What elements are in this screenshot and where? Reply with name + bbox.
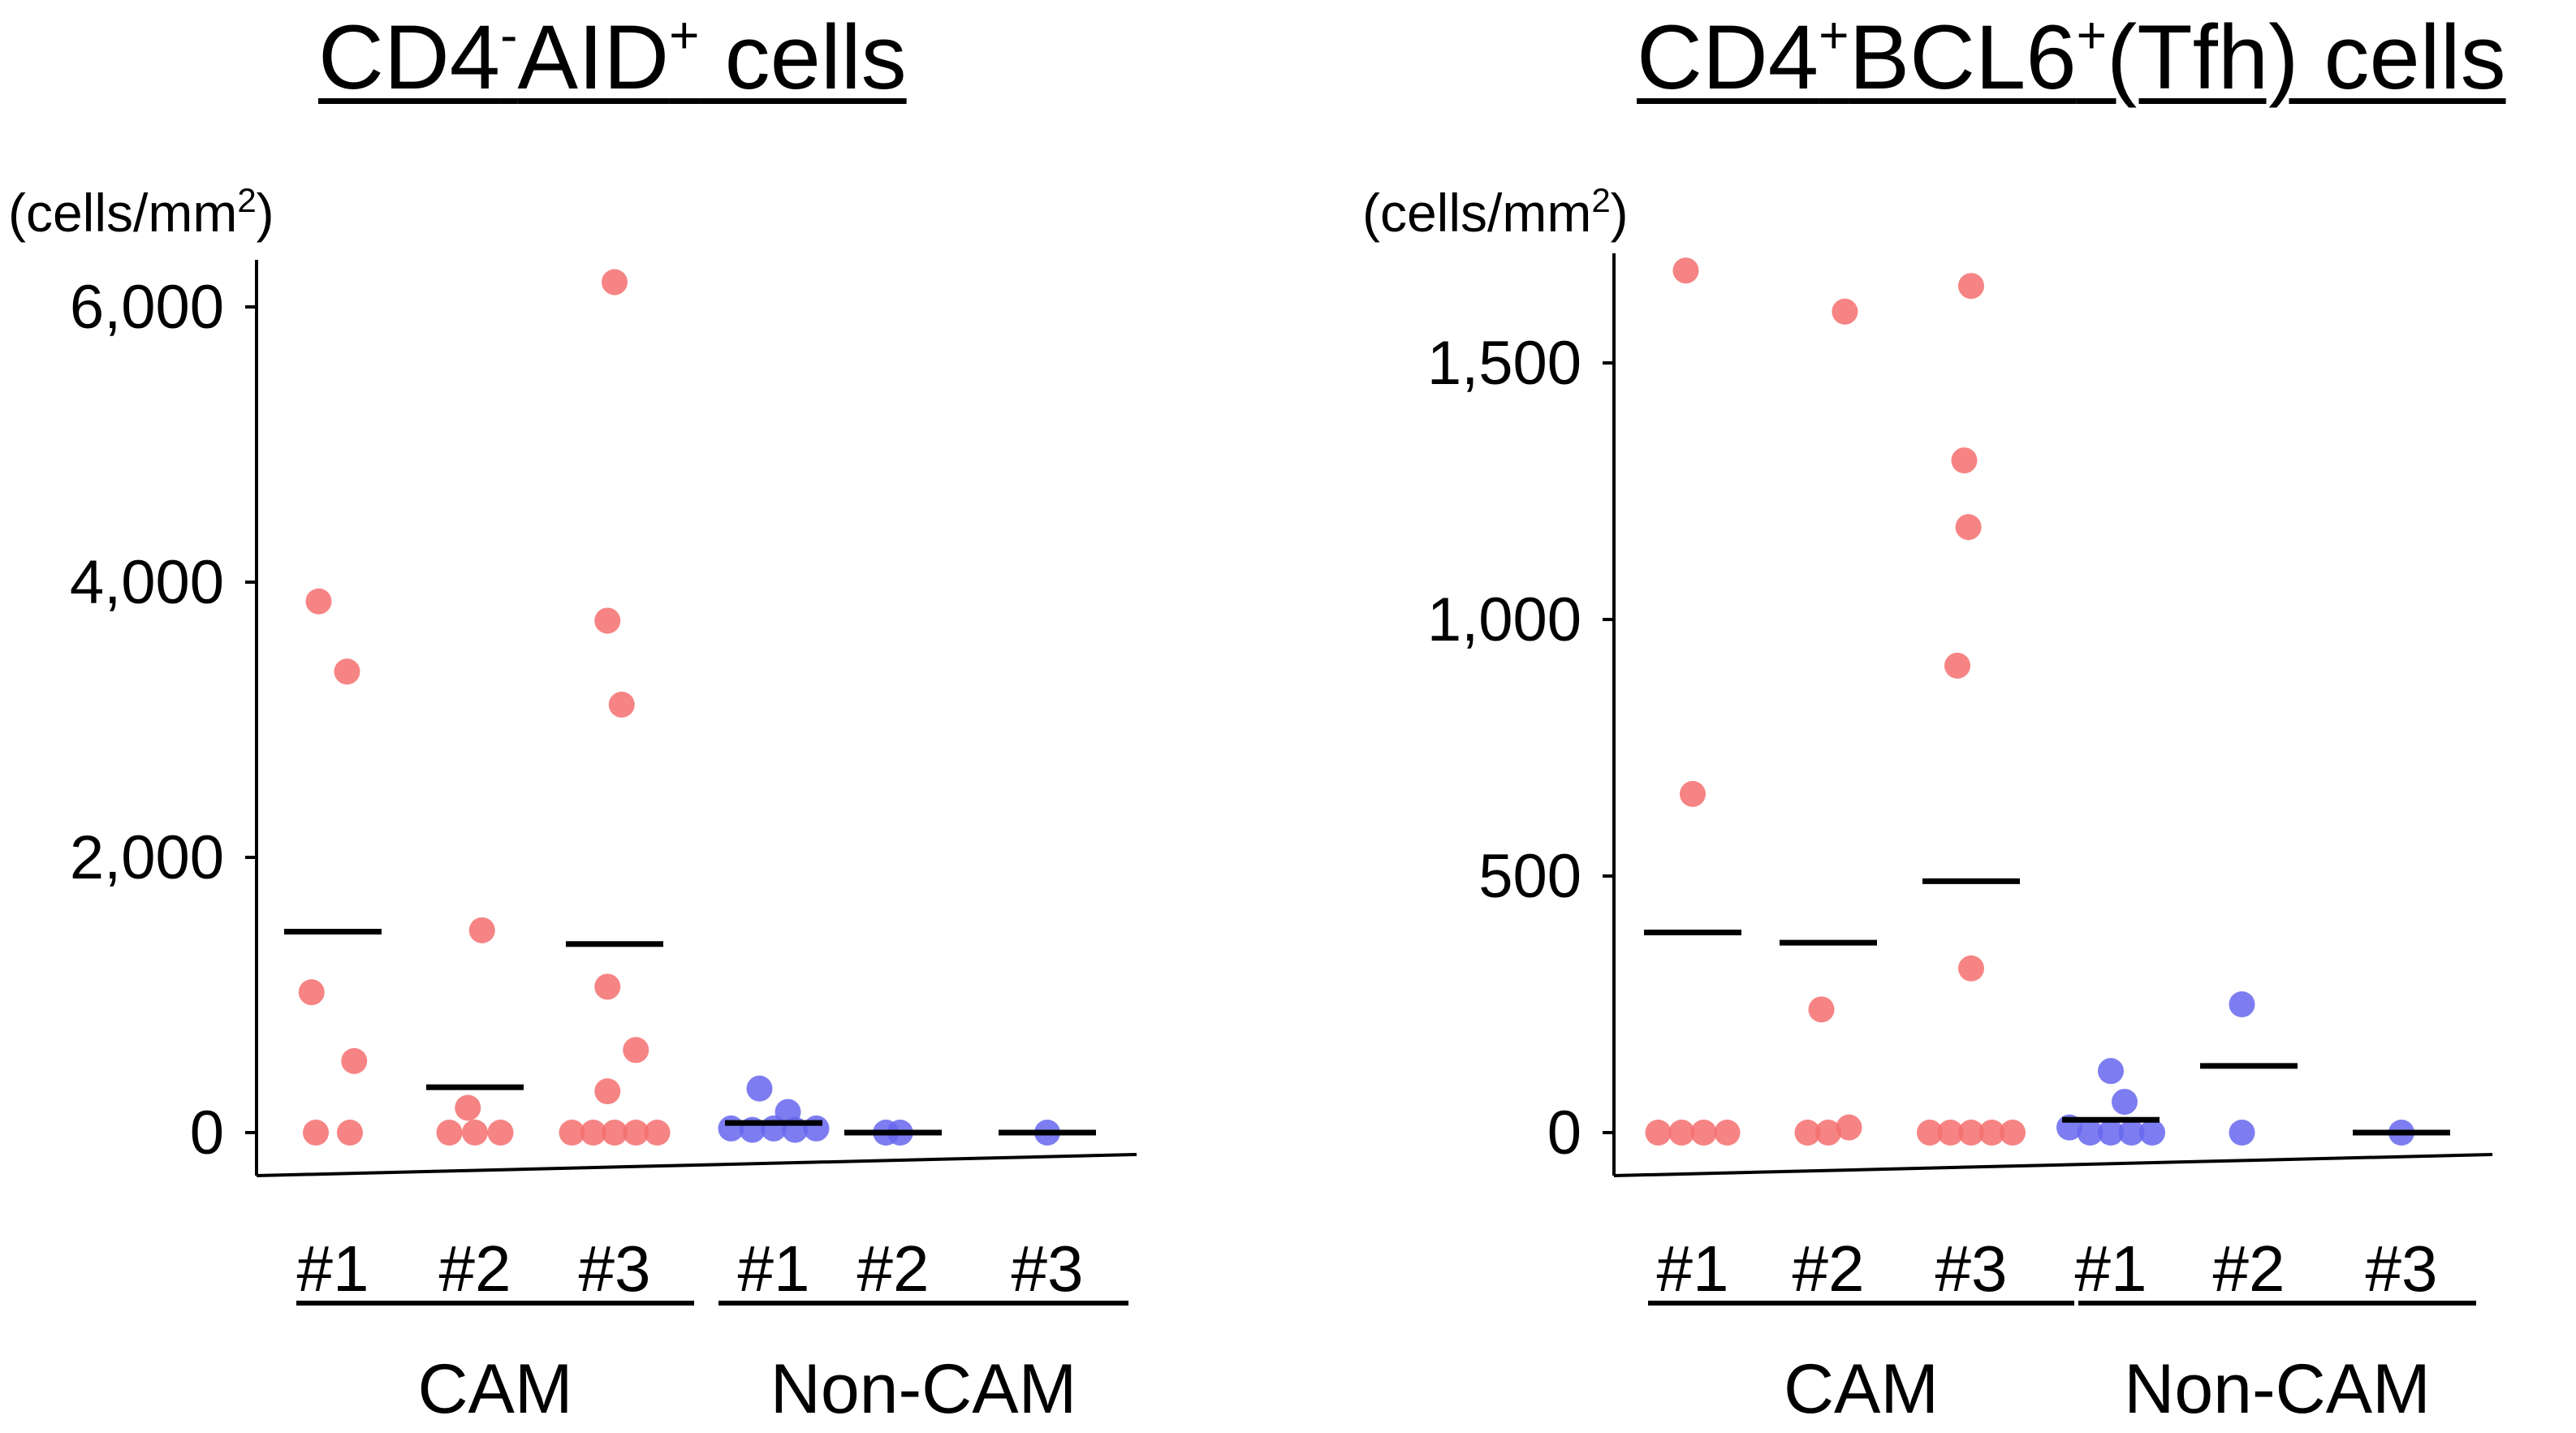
data-point: [2098, 1120, 2124, 1146]
data-point: [2098, 1058, 2124, 1085]
x-category-label: #1: [738, 1232, 810, 1305]
x-axis-line: [1613, 1153, 2493, 1177]
data-point: [1808, 996, 1835, 1023]
y-tick-label: 1,500: [1427, 329, 1581, 398]
data-point: [1815, 1120, 1841, 1146]
data-point: [334, 658, 360, 685]
chart-title: CD4-AID+ cells: [318, 6, 907, 108]
data-point: [487, 1120, 514, 1146]
x-axis-line: [256, 1153, 1137, 1177]
x-category-label: #3: [1935, 1232, 2008, 1305]
data-point: [436, 1120, 463, 1146]
data-point: [1672, 257, 1699, 284]
y-tick-label: 0: [1547, 1098, 1581, 1168]
data-point: [623, 1037, 649, 1064]
data-point: [1794, 1120, 1821, 1146]
group-label: Non-CAM: [2124, 1350, 2431, 1428]
data-point: [1714, 1120, 1741, 1146]
data-point: [1690, 1120, 1717, 1146]
chart-title: CD4+BCL6+(Tfh) cells: [1637, 6, 2506, 108]
y-axis-unit-label: (cells/mm2): [1362, 181, 1629, 243]
data-point: [341, 1047, 368, 1074]
data-point: [337, 1120, 363, 1146]
data-point: [1958, 955, 1984, 982]
y-tick-label: 6,000: [70, 273, 224, 342]
data-point: [1668, 1120, 1695, 1146]
y-tick-label: 500: [1478, 842, 1581, 911]
data-point: [1917, 1120, 1943, 1146]
x-category-label: #1: [297, 1232, 369, 1305]
data-point: [303, 1120, 329, 1146]
data-point: [2229, 1120, 2255, 1146]
x-category-label: #1: [2075, 1232, 2147, 1305]
data-point: [2000, 1120, 2026, 1146]
data-point: [298, 979, 325, 1006]
data-point: [1951, 447, 1978, 474]
data-point: [1645, 1120, 1672, 1146]
data-point: [1832, 298, 1858, 325]
x-category-label: #2: [1793, 1232, 1865, 1305]
x-category-label: #3: [579, 1232, 651, 1305]
data-point: [1944, 652, 1970, 679]
data-point: [1978, 1120, 2005, 1146]
y-tick-label: 2,000: [70, 823, 224, 892]
data-point: [594, 1078, 621, 1105]
data-point: [1958, 273, 1984, 300]
data-point: [803, 1115, 830, 1142]
x-category-label: #2: [439, 1232, 511, 1305]
x-category-label: #2: [857, 1232, 930, 1305]
group-label: CAM: [417, 1350, 572, 1428]
y-tick-label: 0: [190, 1098, 224, 1168]
data-point: [594, 973, 621, 1000]
x-category-label: #1: [1657, 1232, 1729, 1305]
group-label: Non-CAM: [770, 1350, 1077, 1428]
panel-cd4-aid: CD4-AID+ cells (cells/mm2) 0 2,000 4,000 6,…: [8, 6, 1137, 1428]
x-category-label: #3: [2366, 1232, 2438, 1305]
x-category-label: #3: [1012, 1232, 1084, 1305]
group-label: CAM: [1784, 1350, 1939, 1428]
data-point: [1836, 1114, 1862, 1141]
data-point: [623, 1120, 649, 1146]
data-point: [594, 607, 621, 634]
data-point: [1680, 780, 1706, 807]
y-axis-unit-label: (cells/mm2): [8, 181, 274, 243]
data-point: [2112, 1089, 2138, 1116]
y-tick-label: 1,000: [1427, 585, 1581, 654]
scatter-plot: 0 500 1,000 1,500 #1 #2 #3 #1 #2 #3 CAM Non-CAM: [1427, 253, 2493, 1428]
data-point: [462, 1120, 488, 1146]
data-point: [602, 1120, 628, 1146]
data-point: [2229, 991, 2255, 1017]
y-tick-label: 4,000: [70, 548, 224, 617]
data-point: [2077, 1120, 2104, 1146]
x-category-label: #2: [2213, 1232, 2285, 1305]
data-point: [644, 1120, 671, 1146]
data-point: [1955, 514, 1982, 541]
data-point: [746, 1075, 773, 1102]
data-point: [602, 269, 628, 296]
data-point: [580, 1120, 606, 1146]
data-point: [608, 691, 635, 718]
data-point: [1937, 1120, 1964, 1146]
data-point: [468, 917, 495, 943]
data-point: [2139, 1120, 2165, 1146]
data-point: [559, 1120, 585, 1146]
panel-cd4-bcl6-tfh: CD4+BCL6+(Tfh) cells (cells/mm2) 0 500 1,0…: [1288, 0, 2576, 1433]
data-point: [455, 1094, 481, 1121]
data-point: [305, 588, 332, 615]
data-point: [1958, 1120, 1984, 1146]
data-point: [2118, 1120, 2145, 1146]
